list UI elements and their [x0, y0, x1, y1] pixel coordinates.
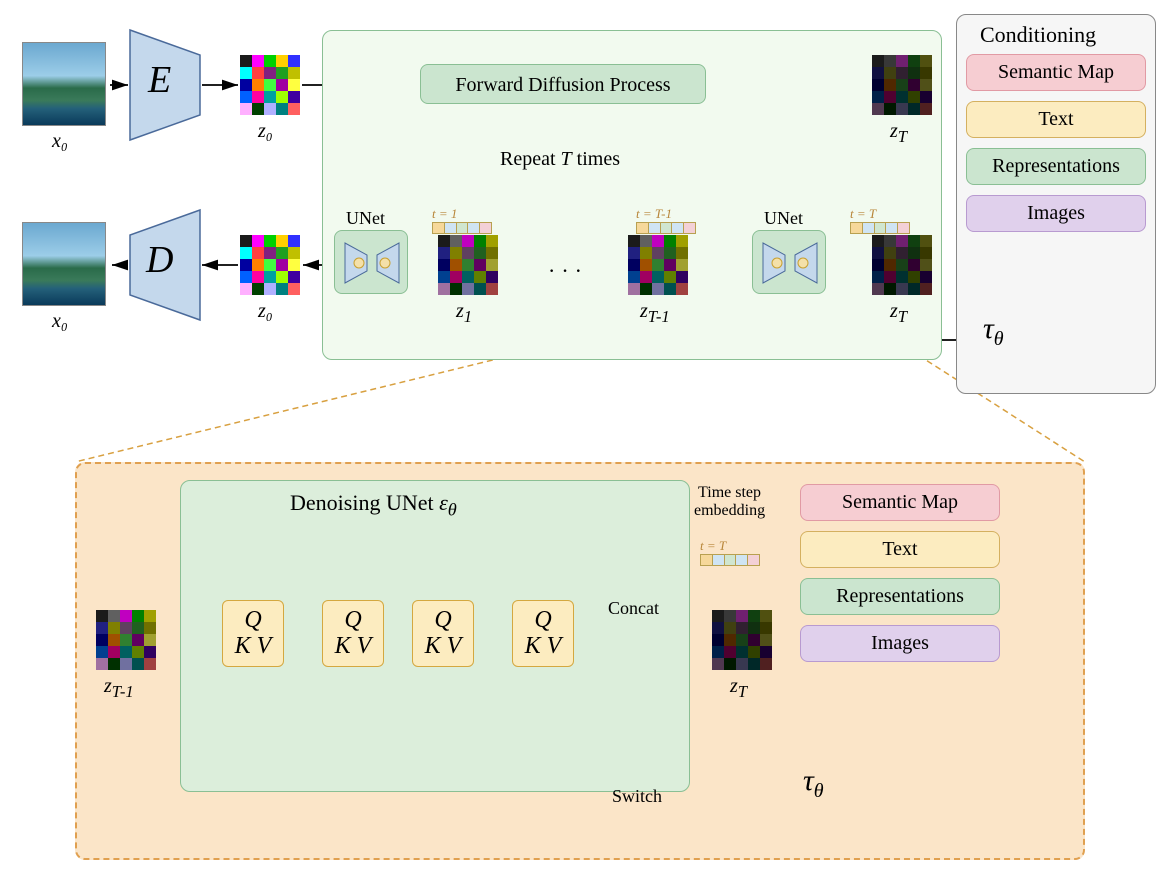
conditioning-list-top: Semantic Map Text Representations Images [966, 54, 1146, 242]
unet-mini-icon-right [753, 231, 827, 295]
qkv-box-3: QK V [412, 600, 474, 667]
encoder-label: E [148, 58, 171, 102]
tT-detail-label: t = T [700, 538, 726, 554]
embed-strip-detail [700, 554, 760, 566]
latent-z0-bot [240, 235, 300, 295]
denoising-unet-title: Denoising UNet εθ [290, 490, 457, 520]
label-z1: z1 [456, 300, 472, 327]
qkv-box-1: QK V [222, 600, 284, 667]
label-x0-top: x₀ [52, 130, 68, 153]
cond-representations: Representations [966, 148, 1146, 185]
cond-text: Text [800, 531, 1000, 568]
timestep-embed-label: Time step embedding [694, 484, 765, 519]
input-image-x0 [22, 42, 106, 126]
t1-label: t = 1 [432, 206, 457, 222]
switch-label: Switch [612, 786, 662, 807]
decoder-label: D [146, 238, 173, 282]
label-zT-bot: zT [890, 300, 907, 327]
label-x0-bot: x₀ [52, 310, 68, 333]
tau-label-bot: τθ [803, 764, 824, 803]
cond-images: Images [800, 625, 1000, 662]
unet-mini-icon [335, 231, 409, 295]
unet-block-right [752, 230, 826, 294]
latent-z1 [438, 235, 498, 295]
forward-diffusion-box: Forward Diffusion Process [420, 64, 706, 104]
label-zT1: zT-1 [640, 300, 670, 327]
tTm1-label: t = T-1 [636, 206, 672, 222]
unet-label-left: UNet [346, 208, 385, 229]
latent-zT1-detail [96, 610, 156, 670]
ellipsis: ··· [548, 258, 588, 284]
embed-strip-t1 [432, 222, 492, 234]
output-image-x0 [22, 222, 106, 306]
qkv-box-2: QK V [322, 600, 384, 667]
label-z0-top: z₀ [258, 120, 273, 143]
unet-label-right: UNet [764, 208, 803, 229]
latent-zT-top [872, 55, 932, 115]
conditioning-title: Conditioning [980, 22, 1096, 48]
cond-images: Images [966, 195, 1146, 232]
latent-zT-detail [712, 610, 772, 670]
conditioning-list-bot: Semantic Map Text Representations Images [800, 484, 1000, 672]
cond-semantic-map: Semantic Map [966, 54, 1146, 91]
embed-strip-tTm1 [636, 222, 696, 234]
cond-semantic-map: Semantic Map [800, 484, 1000, 521]
label-zT-top: zT [890, 120, 907, 147]
tT-label: t = T [850, 206, 876, 222]
label-z0-bot: z₀ [258, 300, 273, 323]
embed-strip-tT [850, 222, 910, 234]
concat-label: Concat [608, 598, 659, 619]
unet-block-left [334, 230, 408, 294]
qkv-box-4: QK V [512, 600, 574, 667]
repeat-label: Repeat T times [500, 148, 620, 171]
latent-zT-bot [872, 235, 932, 295]
tau-label-top: τθ [983, 312, 1004, 351]
cond-text: Text [966, 101, 1146, 138]
label-zT1-detail: zT-1 [104, 675, 134, 702]
latent-z0-top [240, 55, 300, 115]
latent-zT1 [628, 235, 688, 295]
cond-representations: Representations [800, 578, 1000, 615]
label-zT-detail: zT [730, 675, 747, 702]
